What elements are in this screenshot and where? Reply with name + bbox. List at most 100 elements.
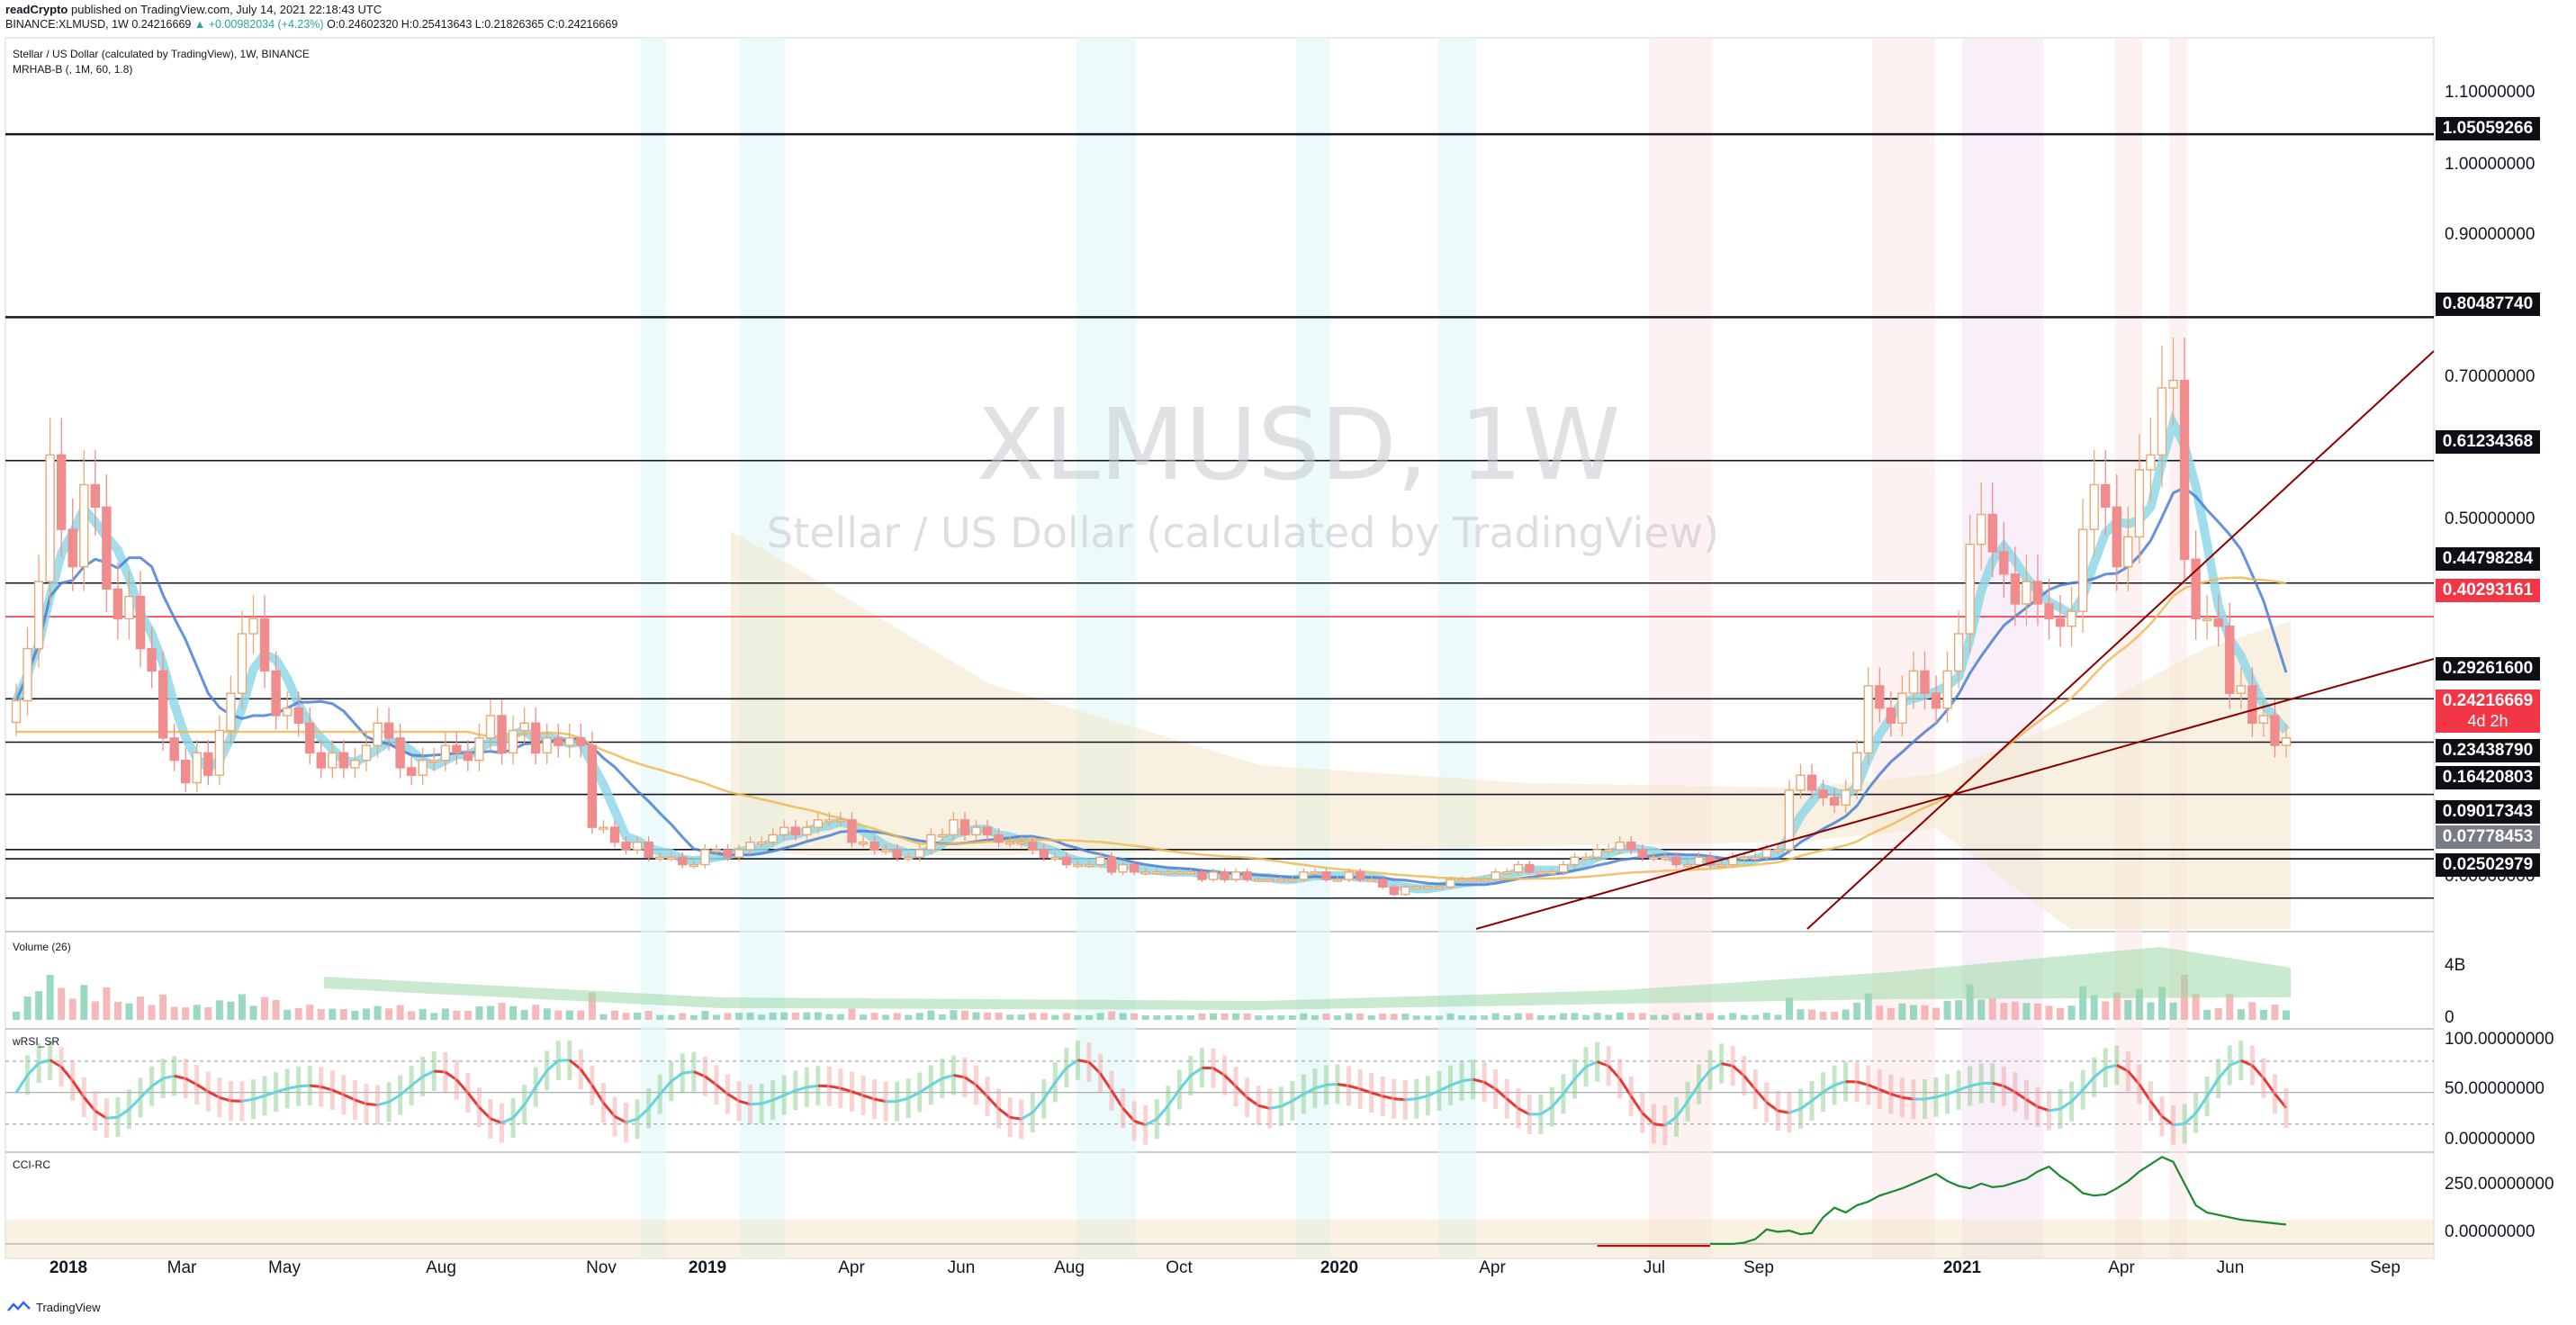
volume-bar [1536, 1014, 1545, 1020]
candle-body [2168, 379, 2178, 389]
countdown: 4d 2h [2467, 712, 2508, 730]
volume-bar [1435, 1015, 1443, 1020]
volume-bar [249, 1005, 257, 1020]
candle-body [847, 819, 857, 843]
candle-body [2123, 536, 2133, 568]
candle-body [1841, 789, 1851, 807]
volume-bar [2000, 1003, 2008, 1020]
candle-body [1603, 849, 1614, 852]
candle-body [2077, 528, 2088, 612]
volume-bar [1029, 1013, 1037, 1020]
level-tag: 0.09017343 [2436, 800, 2540, 824]
candle-body [756, 842, 767, 845]
candle-body [2146, 454, 2156, 471]
volume-bar [1210, 1013, 1218, 1020]
volume-bar [23, 996, 32, 1020]
candle-body [564, 737, 575, 746]
candle-body [1095, 856, 1105, 866]
volume-bar [2214, 1007, 2222, 1020]
volume-bar [2090, 995, 2098, 1020]
brand-name[interactable]: TradingView [36, 1300, 101, 1314]
highlight-band [2169, 38, 2187, 1258]
price-tick: 1.10000000 [2445, 83, 2535, 102]
candle-body [576, 737, 586, 746]
level-tag: 0.07778453 [2436, 825, 2540, 849]
volume-bar [339, 1009, 347, 1020]
volume-bar [2203, 1009, 2211, 1020]
candle-body [1694, 856, 1704, 866]
volume-bar [984, 1012, 992, 1020]
volume-bar [486, 1005, 494, 1020]
time-tick: Oct [1166, 1258, 1193, 1277]
volume-bar [1593, 1013, 1601, 1020]
volume-tick: 4B [2445, 956, 2466, 975]
volume-bar [1683, 1014, 1691, 1020]
slow-ma [16, 576, 2287, 880]
publisher-name[interactable]: readCrypto [5, 3, 68, 16]
volume-bar [1831, 1012, 1839, 1020]
candle-body [666, 856, 676, 860]
volume-tick: 0 [2445, 1008, 2454, 1027]
candle-body [654, 856, 665, 860]
time-tick: Jul [1643, 1258, 1666, 1277]
volume-bar [1412, 1015, 1420, 1020]
candle-body [1739, 856, 1749, 860]
volume-bar [2022, 1003, 2031, 1020]
trendlines [1475, 350, 2435, 930]
volume-bar [1627, 1013, 1635, 1020]
candle-body [1265, 879, 1274, 882]
symbol-info: BINANCE:XLMUSD, 1W 0.24216669 ▲ +0.00982… [5, 18, 617, 31]
candle-body [338, 752, 349, 769]
candle-body [1230, 871, 1241, 880]
candle-body [892, 849, 902, 858]
candle-body [2191, 558, 2201, 620]
candle-body [2112, 506, 2121, 568]
volume-bar [1345, 1013, 1353, 1020]
candle-body [1479, 879, 1490, 882]
volume-bar [1356, 1013, 1365, 1020]
candle-body [135, 595, 146, 650]
moving-averages [12, 410, 2290, 894]
volume-bar [1729, 1013, 1737, 1020]
volume-bar [1503, 1014, 1511, 1020]
highlight-band [641, 38, 666, 1258]
candle-body [305, 722, 315, 754]
volume-bar [1334, 1015, 1342, 1020]
volume-bar [554, 1010, 563, 1020]
candle-body [293, 708, 303, 724]
volume-bar [1300, 1013, 1308, 1020]
candle-body [2236, 685, 2247, 694]
candle-body [1592, 849, 1602, 858]
volume-bar [1887, 1007, 1895, 1020]
volume-bar [927, 1010, 935, 1020]
rsi-panel [5, 1040, 2434, 1146]
candle-body [2032, 581, 2043, 605]
volume-bar [204, 1006, 212, 1020]
volume-bar [362, 1008, 370, 1020]
candle-body [1061, 856, 1072, 866]
cci-line [1710, 1156, 2287, 1246]
candle-body [858, 842, 869, 845]
volume-bar [1966, 984, 1974, 1020]
time-tick: 2018 [49, 1258, 88, 1277]
volume-bar [35, 991, 43, 1020]
volume-bar [329, 1008, 337, 1020]
highlight-band [1296, 38, 1330, 1258]
candle-body [1660, 856, 1671, 860]
candle-body [1581, 856, 1591, 860]
volume-bar [758, 1014, 766, 1020]
candle-body [203, 752, 213, 776]
level-tag: 0.02502979 [2436, 853, 2540, 877]
time-tick: 2021 [1942, 1258, 1982, 1277]
candle-body [328, 752, 338, 769]
volume-label: Volume (26) [13, 941, 71, 953]
volume-bar [2057, 1007, 2065, 1020]
candle-body [1401, 886, 1410, 896]
candle-body [2067, 610, 2076, 627]
candle-body [1197, 871, 1207, 880]
volume-bar [836, 1014, 844, 1020]
horizontal-levels [5, 132, 2434, 899]
candle-body [1513, 863, 1523, 873]
candle-body [226, 692, 236, 732]
